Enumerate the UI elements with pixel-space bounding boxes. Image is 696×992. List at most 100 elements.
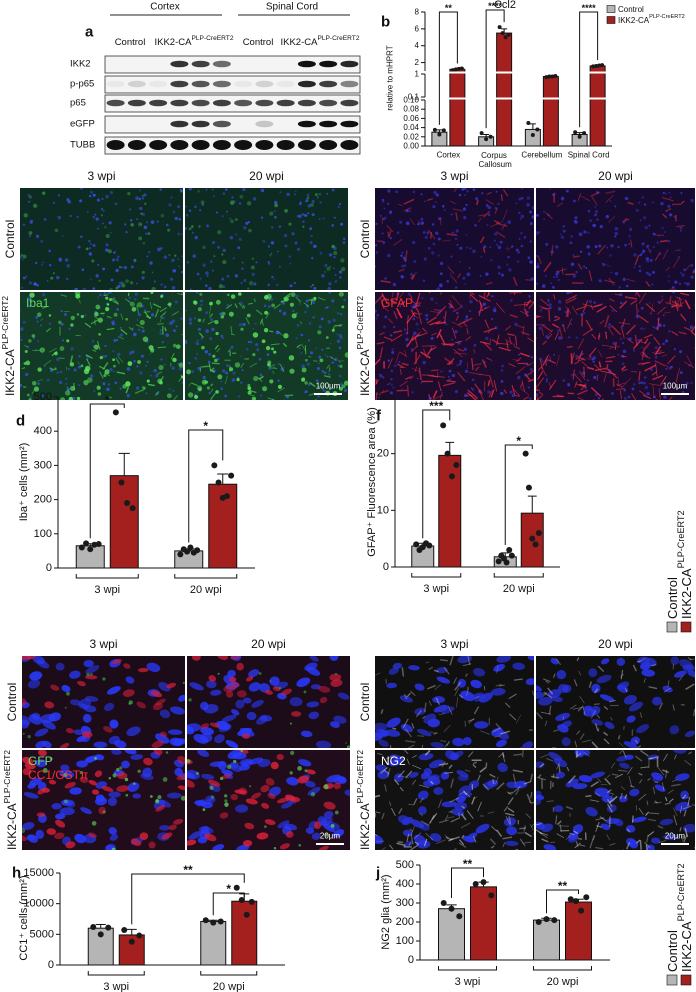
cell-dot (117, 284, 121, 288)
nucleus (297, 759, 312, 767)
fiber (605, 190, 616, 195)
cell-dot (667, 204, 671, 208)
data-point (506, 547, 513, 553)
cell-dot (415, 322, 419, 326)
fiber (618, 321, 631, 325)
fiber (386, 768, 391, 777)
fiber (453, 677, 458, 684)
fiber (490, 389, 495, 398)
fiber (427, 347, 433, 356)
fiber (589, 838, 594, 849)
fiber (398, 204, 403, 206)
fiber (380, 280, 391, 284)
cell-dot (427, 246, 431, 250)
data-point (535, 530, 542, 536)
fiber (570, 353, 573, 365)
cell-dot (307, 339, 311, 342)
fiber (538, 305, 548, 310)
cell-dot (267, 305, 271, 309)
cell-dot (553, 275, 556, 279)
fiber (438, 713, 445, 715)
nucleus (200, 726, 214, 736)
fiber (523, 781, 531, 785)
nucleus (289, 697, 303, 707)
blot-band (319, 60, 338, 68)
fiber (509, 314, 518, 318)
fiber (571, 305, 578, 315)
cell-dot (465, 315, 469, 319)
nucleus (402, 829, 413, 837)
cell-dot (331, 361, 335, 364)
cell-dot (297, 766, 302, 771)
cell-dot (25, 275, 28, 278)
fiber (512, 358, 520, 362)
cell-dot (170, 277, 174, 281)
fiber (661, 354, 668, 357)
fiber (634, 254, 640, 266)
fiber (426, 198, 434, 201)
cell-dot (526, 196, 531, 200)
significance-label: **** (582, 3, 597, 13)
fiber (525, 813, 531, 819)
cell-dot (145, 392, 148, 395)
cell-dot (105, 296, 109, 300)
fiber (495, 231, 506, 239)
fiber (31, 389, 36, 395)
cell-dot (147, 232, 151, 235)
cell-dot (172, 210, 176, 213)
cell-dot (662, 342, 665, 346)
stain-label: GFAP (381, 296, 413, 310)
cell-dot (22, 223, 26, 227)
cell-dot (65, 382, 68, 385)
fiber (566, 766, 570, 772)
cell-dot (141, 276, 145, 280)
fiber (683, 834, 688, 843)
fiber (500, 194, 503, 201)
nucleus (536, 685, 542, 692)
fiber (384, 784, 387, 792)
nucleus (256, 832, 269, 840)
cell-dot (237, 246, 241, 250)
cell-dot (98, 332, 101, 336)
nucleus (375, 834, 384, 845)
nucleus (470, 679, 482, 689)
cell-dot (437, 237, 441, 241)
nucleus (555, 712, 571, 721)
label-text: IKK2-CA (679, 568, 694, 619)
cell-dot (463, 398, 466, 400)
cell-dot (42, 261, 44, 264)
cell-dot (336, 333, 339, 336)
fiber (409, 828, 414, 832)
cell-dot (382, 200, 385, 203)
cell-dot (119, 766, 123, 770)
fiber (515, 366, 526, 375)
nucleus (22, 698, 27, 706)
cell-dot (220, 315, 225, 319)
cell-dot (307, 212, 310, 215)
nucleus (550, 658, 559, 665)
x-tick-label: 20 wpi (547, 976, 579, 988)
y-axis-label: relative to mHPRT (386, 45, 395, 110)
cell-dot (274, 215, 277, 219)
fiber (580, 383, 587, 391)
nucleus (235, 699, 245, 709)
cell-dot (469, 247, 472, 250)
cell-dot (329, 265, 332, 268)
cell-dot (383, 207, 386, 210)
cell-dot (243, 226, 247, 230)
cell-dot (266, 293, 272, 299)
cell-dot (497, 202, 500, 206)
cell-dot (130, 281, 134, 285)
fiber (623, 725, 625, 730)
cell-dot (66, 264, 71, 268)
fiber (636, 292, 641, 298)
cell-dot (190, 225, 194, 229)
cell-dot (108, 297, 112, 301)
blot-band (106, 140, 125, 150)
cell-dot (186, 214, 189, 217)
nucleus (375, 764, 387, 771)
nucleus (473, 667, 486, 677)
fiber (536, 823, 542, 826)
cell-dot (107, 292, 111, 294)
fiber (381, 293, 388, 304)
